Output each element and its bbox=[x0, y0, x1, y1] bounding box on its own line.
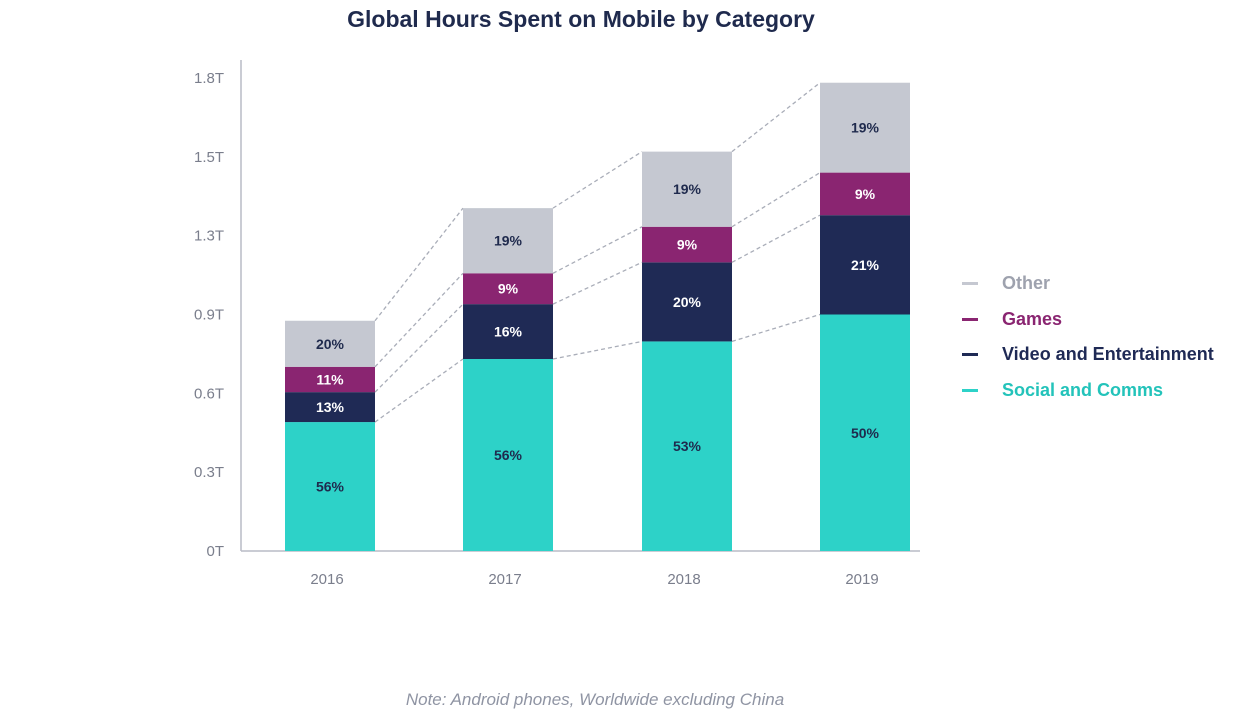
connector-line bbox=[374, 358, 464, 423]
legend-item: Social and Comms bbox=[962, 373, 1214, 409]
connector-line bbox=[731, 82, 821, 153]
y-tick-label: 0.9T bbox=[194, 307, 224, 324]
data-label: 13% bbox=[316, 399, 345, 415]
bar-segment bbox=[820, 314, 910, 551]
data-label: 9% bbox=[498, 281, 519, 297]
bar-segment bbox=[463, 358, 553, 551]
bar-segment bbox=[285, 320, 375, 367]
connector-line bbox=[552, 261, 643, 305]
legend: Other Games Video and Entertainment Social … bbox=[962, 266, 1214, 408]
bar-segment bbox=[642, 151, 732, 227]
data-label: 56% bbox=[316, 479, 345, 495]
legend-swatch bbox=[962, 282, 978, 286]
x-tick-label: 2017 bbox=[488, 571, 521, 588]
data-label: 19% bbox=[673, 181, 702, 197]
connector-line bbox=[552, 226, 643, 274]
data-label: 19% bbox=[494, 233, 523, 249]
bar-segment bbox=[642, 226, 732, 263]
chart-note: Note: Android phones, Worldwide excludin… bbox=[405, 690, 785, 709]
tick-labels: 0T 0.3T 0.6T 0.9T 1.3T 1.5T 1.8T 2016 2017 2018 20… bbox=[194, 70, 879, 588]
connector-line bbox=[731, 214, 821, 263]
bars bbox=[285, 82, 910, 551]
bar-segment bbox=[285, 366, 375, 393]
y-tick-label: 0.3T bbox=[194, 464, 224, 481]
y-tick-label: 1.3T bbox=[194, 228, 224, 245]
y-tick-label: 1.5T bbox=[194, 149, 224, 166]
bar-segment bbox=[463, 273, 553, 305]
data-label: 56% bbox=[494, 447, 523, 463]
legend-swatch bbox=[962, 388, 978, 392]
bar-segment bbox=[463, 304, 553, 359]
data-label: 9% bbox=[855, 186, 876, 202]
legend-swatch bbox=[962, 317, 978, 321]
data-label: 16% bbox=[494, 324, 523, 340]
legend-label: Games bbox=[1002, 308, 1063, 329]
legend-item: Other bbox=[962, 266, 1214, 302]
legend-label: Social and Comms bbox=[1002, 379, 1164, 400]
x-tick-label: 2019 bbox=[845, 571, 878, 588]
data-label: 11% bbox=[316, 371, 344, 387]
legend-item: Games bbox=[962, 302, 1214, 338]
connector-line bbox=[374, 207, 464, 322]
bar-segment bbox=[820, 215, 910, 315]
legend-swatch bbox=[962, 353, 978, 357]
y-tick-label: 0T bbox=[206, 543, 224, 560]
connector-lines bbox=[374, 82, 821, 423]
connector-line bbox=[552, 340, 643, 360]
data-label: 19% bbox=[851, 120, 880, 136]
bar-segment bbox=[820, 82, 910, 173]
legend-item: Video and Entertainment bbox=[962, 337, 1214, 373]
bar-segment bbox=[820, 172, 910, 216]
connector-line bbox=[374, 272, 464, 368]
data-label: 20% bbox=[316, 336, 345, 352]
data-label: 9% bbox=[677, 237, 698, 253]
connector-line bbox=[731, 172, 821, 228]
data-label: 21% bbox=[851, 257, 880, 273]
connector-line bbox=[552, 151, 643, 209]
connector-line bbox=[374, 303, 464, 393]
bar-segment bbox=[463, 208, 553, 274]
bar-segment bbox=[285, 392, 375, 423]
bar-segment bbox=[642, 262, 732, 342]
legend-label: Other bbox=[1002, 273, 1051, 294]
x-tick-label: 2018 bbox=[667, 571, 700, 588]
y-tick-label: 1.8T bbox=[194, 70, 224, 87]
bar-segment bbox=[642, 341, 732, 551]
bar-segment bbox=[285, 422, 375, 551]
legend-label: Video and Entertainment bbox=[1002, 344, 1214, 365]
data-label: 50% bbox=[851, 425, 880, 441]
chart-title: Global Hours Spent on Mobile by Category bbox=[347, 6, 815, 32]
segment-labels: 56% 13% 11% 20% 56% 16% 9% 19% 53% 20% 9% 19% 50% 21%… bbox=[316, 120, 880, 495]
y-tick-label: 0.6T bbox=[194, 385, 224, 402]
connector-line bbox=[731, 313, 821, 343]
data-label: 20% bbox=[673, 294, 702, 310]
data-label: 53% bbox=[673, 438, 702, 454]
x-tick-label: 2016 bbox=[310, 571, 343, 588]
